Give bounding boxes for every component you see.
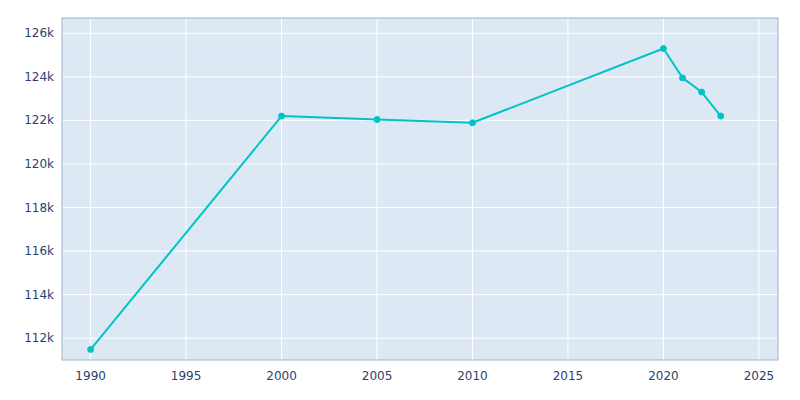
x-grid-line <box>663 18 664 360</box>
y-grid-line <box>62 338 778 339</box>
x-grid-line <box>567 18 568 360</box>
data-point <box>680 75 686 81</box>
plot-background <box>62 18 778 360</box>
plot-frame <box>62 18 778 360</box>
x-tick-label: 2025 <box>744 369 775 383</box>
y-tick-label: 116k <box>24 244 54 258</box>
x-tick-label: 2010 <box>457 369 488 383</box>
x-grid-line <box>90 18 91 360</box>
y-tick-label: 114k <box>24 288 54 302</box>
y-tick-label: 126k <box>24 26 54 40</box>
data-point <box>374 117 380 123</box>
x-tick-label: 1995 <box>171 369 202 383</box>
data-group <box>88 45 724 352</box>
x-tick-label: 2015 <box>553 369 584 383</box>
grid <box>62 18 778 360</box>
y-grid-line <box>62 294 778 295</box>
y-grid-line <box>62 163 778 164</box>
x-tick-label: 2000 <box>266 369 297 383</box>
y-grid-line <box>62 33 778 34</box>
data-point <box>88 346 94 352</box>
y-tick-label: 124k <box>24 70 54 84</box>
data-line <box>91 48 721 349</box>
x-grid-line <box>281 18 282 360</box>
data-point <box>470 120 476 126</box>
data-point <box>699 89 705 95</box>
x-tick-label: 2020 <box>648 369 679 383</box>
y-grid-line <box>62 76 778 77</box>
y-grid-line <box>62 207 778 208</box>
x-tick-label: 2005 <box>362 369 393 383</box>
chart-container: 1990 1995 2000 2005 2010 2015 2020 2025 112k 114k… <box>0 0 800 400</box>
x-grid-line <box>186 18 187 360</box>
y-tick-label: 112k <box>24 331 54 345</box>
data-point <box>279 113 285 119</box>
y-tick-label: 122k <box>24 113 54 127</box>
x-grid-line <box>377 18 378 360</box>
y-grid-line <box>62 251 778 252</box>
y-tick-label: 118k <box>24 201 54 215</box>
x-grid-line <box>758 18 759 360</box>
data-point <box>660 45 666 51</box>
x-tick-label: 1990 <box>75 369 106 383</box>
tick-labels: 1990 1995 2000 2005 2010 2015 2020 2025 112k 114k… <box>24 26 774 383</box>
x-grid-line <box>472 18 473 360</box>
data-point <box>718 113 724 119</box>
chart-svg: 1990 1995 2000 2005 2010 2015 2020 2025 112k 114k… <box>0 0 800 400</box>
y-tick-label: 120k <box>24 157 54 171</box>
